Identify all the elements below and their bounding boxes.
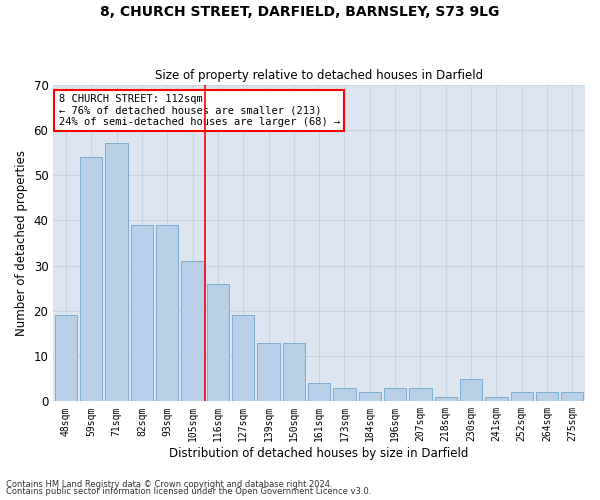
Y-axis label: Number of detached properties: Number of detached properties (15, 150, 28, 336)
Bar (384, 388, 406, 402)
Bar (55, 316, 77, 402)
Bar (511, 392, 533, 402)
Bar (561, 392, 583, 402)
Bar (283, 342, 305, 402)
Bar (334, 388, 356, 402)
Bar (207, 284, 229, 402)
Bar (156, 225, 178, 402)
Text: Contains public sector information licensed under the Open Government Licence v3: Contains public sector information licen… (6, 487, 371, 496)
Bar (485, 397, 508, 402)
Bar (308, 383, 330, 402)
Bar (409, 388, 431, 402)
Bar (536, 392, 558, 402)
Bar (131, 225, 153, 402)
Text: Contains HM Land Registry data © Crown copyright and database right 2024.: Contains HM Land Registry data © Crown c… (6, 480, 332, 489)
Text: 8 CHURCH STREET: 112sqm
← 76% of detached houses are smaller (213)
24% of semi-d: 8 CHURCH STREET: 112sqm ← 76% of detache… (59, 94, 340, 128)
Bar (460, 378, 482, 402)
X-axis label: Distribution of detached houses by size in Darfield: Distribution of detached houses by size … (169, 447, 469, 460)
Bar (257, 342, 280, 402)
Bar (359, 392, 381, 402)
Bar (106, 144, 128, 402)
Title: Size of property relative to detached houses in Darfield: Size of property relative to detached ho… (155, 69, 483, 82)
Bar (434, 397, 457, 402)
Bar (80, 157, 103, 402)
Text: 8, CHURCH STREET, DARFIELD, BARNSLEY, S73 9LG: 8, CHURCH STREET, DARFIELD, BARNSLEY, S7… (100, 5, 500, 19)
Bar (232, 316, 254, 402)
Bar (181, 261, 203, 402)
